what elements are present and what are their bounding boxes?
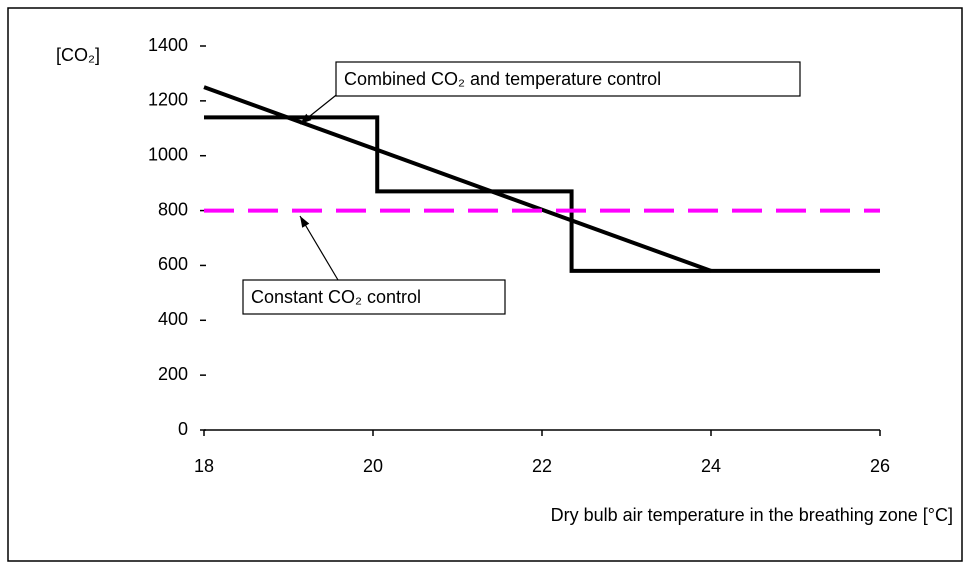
x-tick-label: 22 [532,456,552,476]
y-axis-label: [CO₂] [56,45,100,65]
callout-arrow [299,215,339,281]
x-tick-label: 24 [701,456,721,476]
x-axis-label: Dry bulb air temperature in the breathin… [551,505,953,525]
y-tick-label: 1000 [148,144,188,164]
y-tick-label: 200 [158,364,188,384]
y-tick-label: 800 [158,199,188,219]
callout-box [335,61,801,97]
series-line [204,115,880,273]
callout-label: Combined CO₂ and temperature control [344,69,661,89]
y-tick-label: 1200 [148,90,188,110]
y-tick-label: 400 [158,309,188,329]
callout-arrowhead [300,113,312,124]
x-tick-label: 18 [194,456,214,476]
callout-label: Constant CO₂ control [251,287,421,307]
callout-arrowhead [300,216,310,228]
x-tick-label: 26 [870,456,890,476]
y-tick-label: 0 [178,419,188,439]
callout-box [242,279,506,315]
y-tick-label: 600 [158,254,188,274]
x-tick-label: 20 [363,456,383,476]
y-tick-label: 1400 [148,35,188,55]
